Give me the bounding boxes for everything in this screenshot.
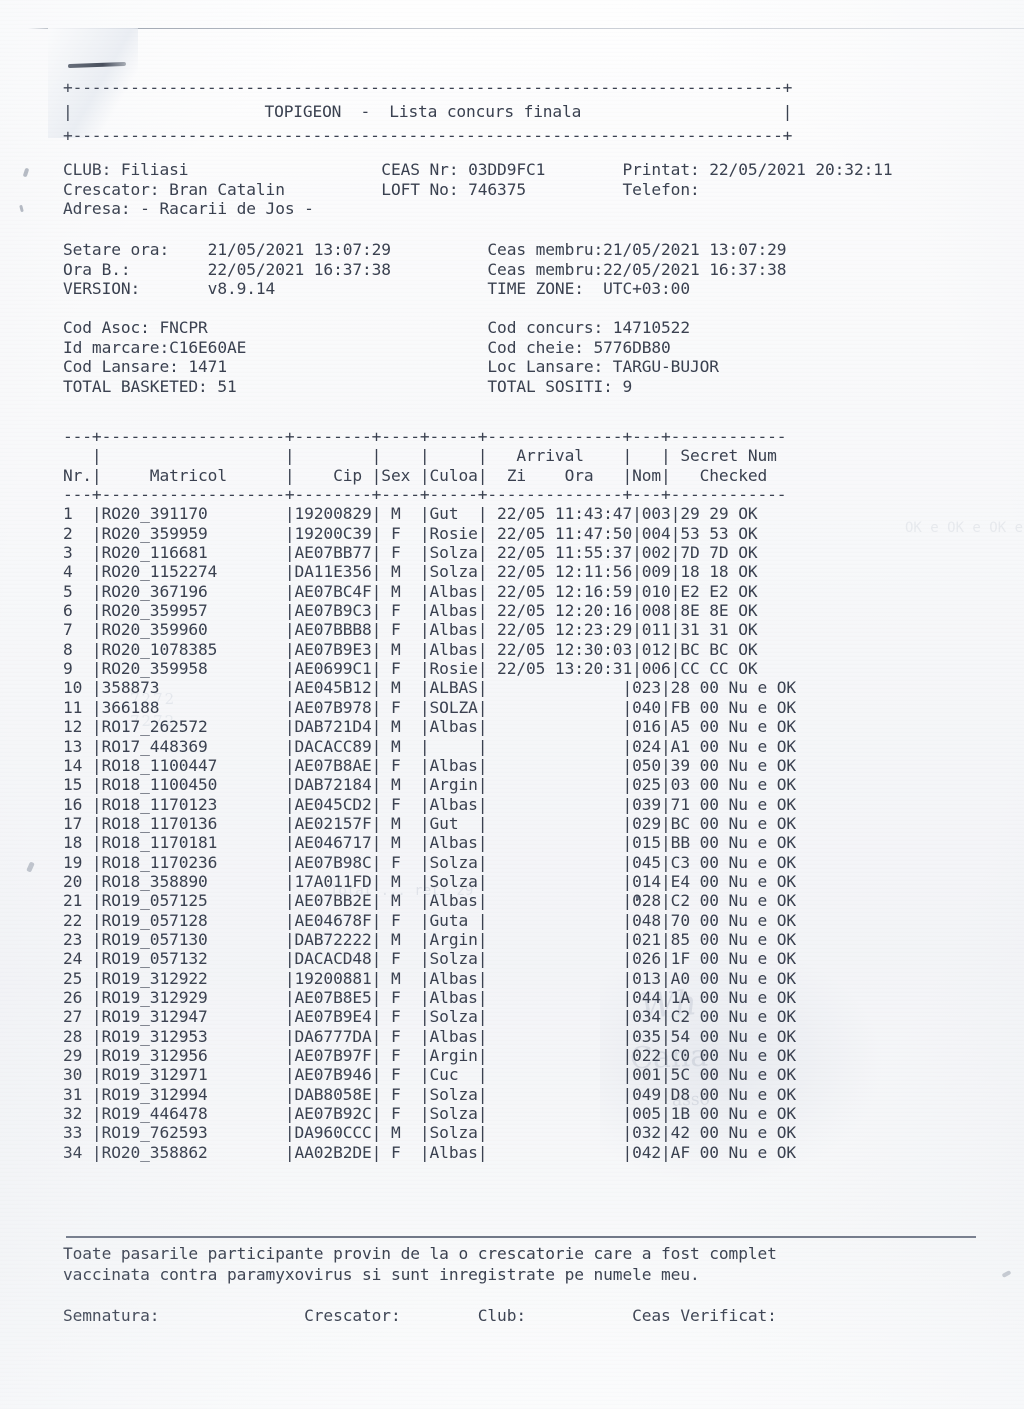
vaccination-declaration: Toate pasarile participante provin de la…: [63, 1244, 777, 1284]
pen-stroke-artifact: [67, 61, 127, 69]
signature-row: Semnatura: Crescator: Club: Ceas Verific…: [63, 1306, 777, 1325]
club-info-block: CLUB: Filiasi CEAS Nr: 03DD9FC1 Printat:…: [63, 160, 893, 219]
paper-top-edge: [28, 28, 1024, 29]
scan-speck: [22, 167, 30, 178]
document-title-box: +---------------------------------------…: [63, 78, 793, 145]
footer-divider: [66, 1236, 976, 1238]
race-codes-block: Cod Asoc: FNCPR Cod concurs: 14710522 Id…: [63, 318, 719, 396]
results-table: ---+-------------------+--------+----+--…: [63, 427, 797, 1162]
scan-speck: [19, 204, 24, 213]
clock-settings-block: Setare ora: 21/05/2021 13:07:29 Ceas mem…: [63, 240, 787, 299]
scan-speck: [1001, 1270, 1012, 1278]
scan-speck: [26, 861, 35, 873]
bleed-through-text: OK e OK e OK e OK e OK e OK e OK: [905, 520, 1024, 536]
